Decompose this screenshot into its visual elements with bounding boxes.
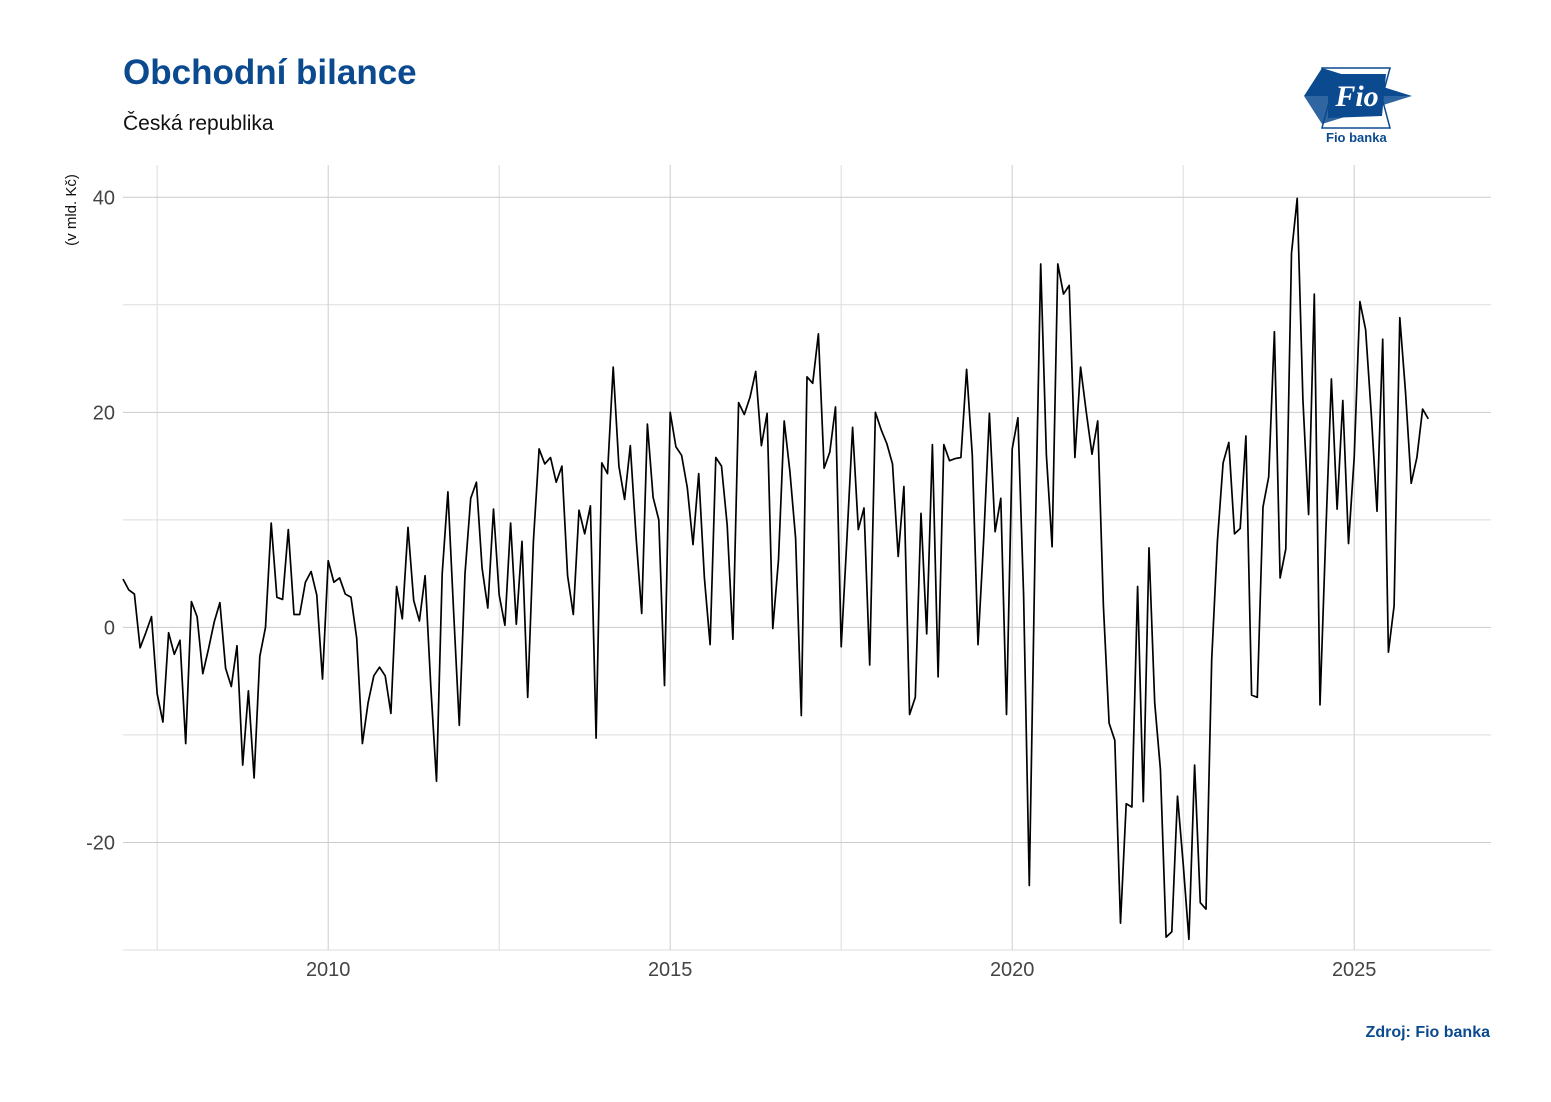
- source-note: Zdroj: Fio banka: [1365, 1024, 1490, 1041]
- grid: [123, 165, 1491, 951]
- fio-logo: Fio: [1300, 62, 1420, 150]
- logo-caption: Fio banka: [1326, 130, 1387, 145]
- x-tick-label: 2015: [648, 959, 693, 981]
- x-tick-label: 2025: [1332, 959, 1377, 981]
- logo-mark-text: Fio: [1334, 80, 1378, 113]
- series: [122, 197, 1430, 941]
- x-tick-label: 2010: [306, 959, 351, 981]
- y-tick-label: -20: [86, 832, 115, 854]
- series-line: [122, 197, 1430, 941]
- y-tick-label: 40: [93, 187, 115, 209]
- x-tick-label: 2020: [990, 959, 1035, 981]
- y-tick-label: 0: [104, 617, 115, 639]
- fio-logo-mark-icon: Fio: [1304, 67, 1412, 129]
- y-axis-label: (v mld. Kč): [63, 174, 80, 246]
- chart-title: Obchodní bilance: [123, 53, 417, 92]
- y-tick-label: 20: [93, 402, 115, 424]
- axes: 2010 2015 2020 2025 -20 0 20 40: [86, 187, 1376, 981]
- chart-subtitle: Česká republika: [123, 112, 274, 135]
